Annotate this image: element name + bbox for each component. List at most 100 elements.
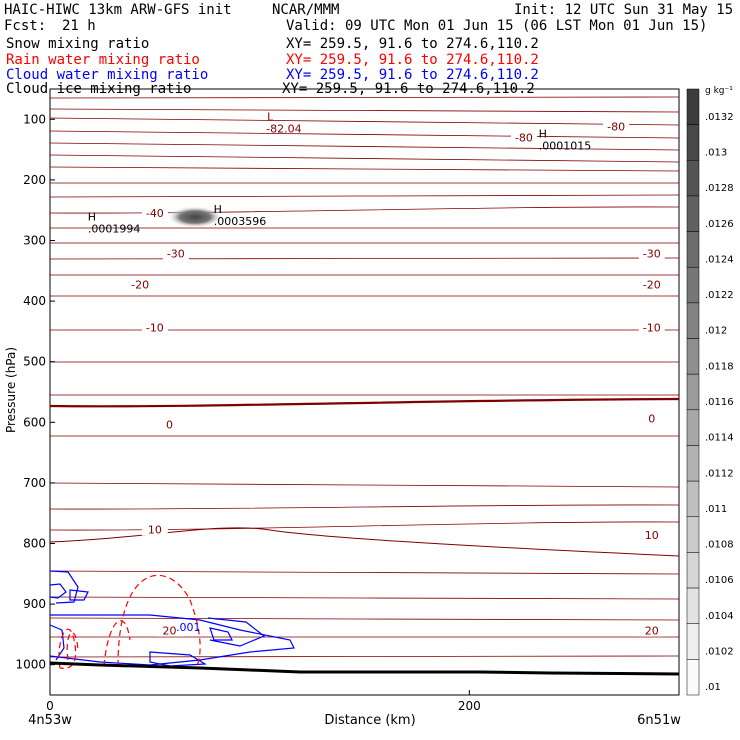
colorbar-label: .0126: [705, 219, 734, 230]
colorbar-label: .0122: [705, 290, 734, 301]
cloud-water-contour: [49, 570, 79, 604]
isotherm-line: [49, 329, 680, 331]
y-tick-label: 1000: [15, 658, 46, 672]
isotherm-line: [49, 596, 680, 600]
x-start-location: 4n53w: [28, 713, 72, 728]
contour-label: -80: [607, 120, 625, 133]
contour-label: -40: [146, 207, 164, 220]
contour-label-mask: [638, 624, 665, 637]
isotherm-line: [49, 570, 680, 575]
isotherm-line: [49, 182, 680, 184]
colorbar-swatch: [686, 302, 700, 339]
colorbar-label: .0108: [705, 540, 734, 551]
colorbar-label: .012: [705, 326, 727, 337]
extremum-marker: H: [88, 211, 96, 224]
cloud-water-contour: [207, 617, 266, 647]
contour-label-mask: [156, 624, 183, 637]
y-tick-label: 400: [23, 294, 46, 308]
extremum-value: -82.04: [266, 123, 301, 136]
rain-water-contours: [58, 574, 201, 670]
x-end-location: 6n51w: [637, 713, 681, 728]
isotherm-line: [49, 96, 680, 99]
fcst-label: Fcst:: [4, 18, 47, 34]
colorbar-swatch: [686, 124, 700, 161]
colorbar-unit: g kg⁻¹: [705, 86, 733, 96]
colorbar-swatch: [686, 338, 700, 375]
cloud-water-contour-label: .001: [176, 621, 201, 634]
colorbar-swatch: [686, 659, 700, 696]
contour-label: -30: [643, 248, 661, 261]
contour-label: -20: [643, 279, 661, 292]
temperature-contours: [49, 96, 680, 658]
contour-label-mask: [638, 321, 665, 334]
isotherm-line: [49, 504, 680, 510]
contour-label: -10: [643, 322, 661, 335]
contour-label-mask: [127, 278, 154, 291]
colorbar-label: .0114: [705, 433, 734, 444]
colorbar-swatch: [686, 231, 700, 268]
cloud-water-contour: [149, 651, 207, 667]
isotherm-line: [49, 206, 680, 214]
isotherm-line: [49, 617, 680, 621]
colorbar-swatch: [686, 160, 700, 197]
x-axis-title: Distance (km): [324, 713, 415, 728]
colorbar: .0132 .013 .0128 .0126 .0124 .0122 .012 .0118 .0…: [686, 88, 734, 696]
field-xy-rain: XY= 259.5, 91.6 to 274.6,110.2: [286, 52, 539, 68]
colorbar-label: .0102: [705, 647, 734, 658]
contour-label-mask: [141, 321, 168, 334]
colorbar-swatch: [686, 480, 700, 518]
colorbar-swatch: [686, 623, 700, 660]
cloud-water-contour: [49, 614, 295, 666]
cloud-water-contour: [69, 589, 89, 601]
temperature-contour-labels: -80 -80 -40 -30 -30 -20 -20 -10 -10 0 0 10 10 20 20: [127, 120, 665, 638]
colorbar-label: .0104: [705, 611, 734, 622]
isotherm-line: [49, 166, 680, 172]
contour-label: 10: [148, 523, 162, 536]
cloud-water-contour: [209, 627, 233, 641]
contour-label: 0: [648, 412, 655, 425]
contour-label: -10: [146, 322, 164, 335]
field-xy-snow: XY= 259.5, 91.6 to 274.6,110.2: [286, 36, 539, 52]
colorbar-swatch: [686, 587, 700, 624]
isotherm-line: [49, 361, 680, 363]
colorbar-label: .0118: [705, 361, 734, 372]
extremum-value: .0001015: [539, 139, 592, 152]
colorbar-label: .013: [705, 147, 727, 158]
isotherm-line: [49, 394, 680, 396]
colorbar-swatch: [686, 373, 700, 411]
rain-water-contour: [117, 574, 201, 669]
isotherm-line: [49, 130, 680, 139]
org-label: NCAR/MMM: [272, 2, 340, 18]
contour-label: 20: [645, 625, 659, 638]
isotherm-line: [49, 435, 680, 437]
field-name-rain: Rain water mixing ratio: [6, 52, 200, 68]
cloud-water-contour: [49, 624, 65, 661]
rain-water-contour: [58, 628, 77, 670]
colorbar-swatch: [686, 266, 700, 304]
colorbar-label: .0124: [705, 254, 734, 265]
isotherm-line: [49, 117, 680, 126]
y-tick-label: 500: [23, 355, 46, 369]
model-title: HAIC-HIWC 13km ARW-GFS init: [4, 2, 232, 18]
colorbar-swatch: [686, 409, 700, 446]
isotherm-line: [49, 274, 680, 276]
isotherm-line: [49, 142, 680, 151]
extremum-marker: L: [267, 111, 274, 124]
contour-label: 0: [166, 419, 173, 432]
colorbar-label: .0112: [705, 468, 734, 479]
y-tick-label: 700: [23, 476, 46, 490]
isotherm-line: [49, 257, 680, 260]
y-tick-label: 200: [23, 173, 46, 187]
colorbar-swatch: [686, 445, 700, 482]
colorbar-label: .0116: [705, 397, 734, 408]
colorbar-swatch: [686, 552, 700, 589]
freezing-isotherm: [49, 397, 680, 408]
colorbar-swatch: [686, 195, 700, 232]
contour-label: 10: [645, 529, 659, 542]
fcst-value: 21 h: [62, 18, 96, 34]
contour-label-mask: [638, 412, 665, 425]
colorbar-label: .0106: [705, 575, 734, 586]
contour-label-mask: [638, 247, 665, 260]
